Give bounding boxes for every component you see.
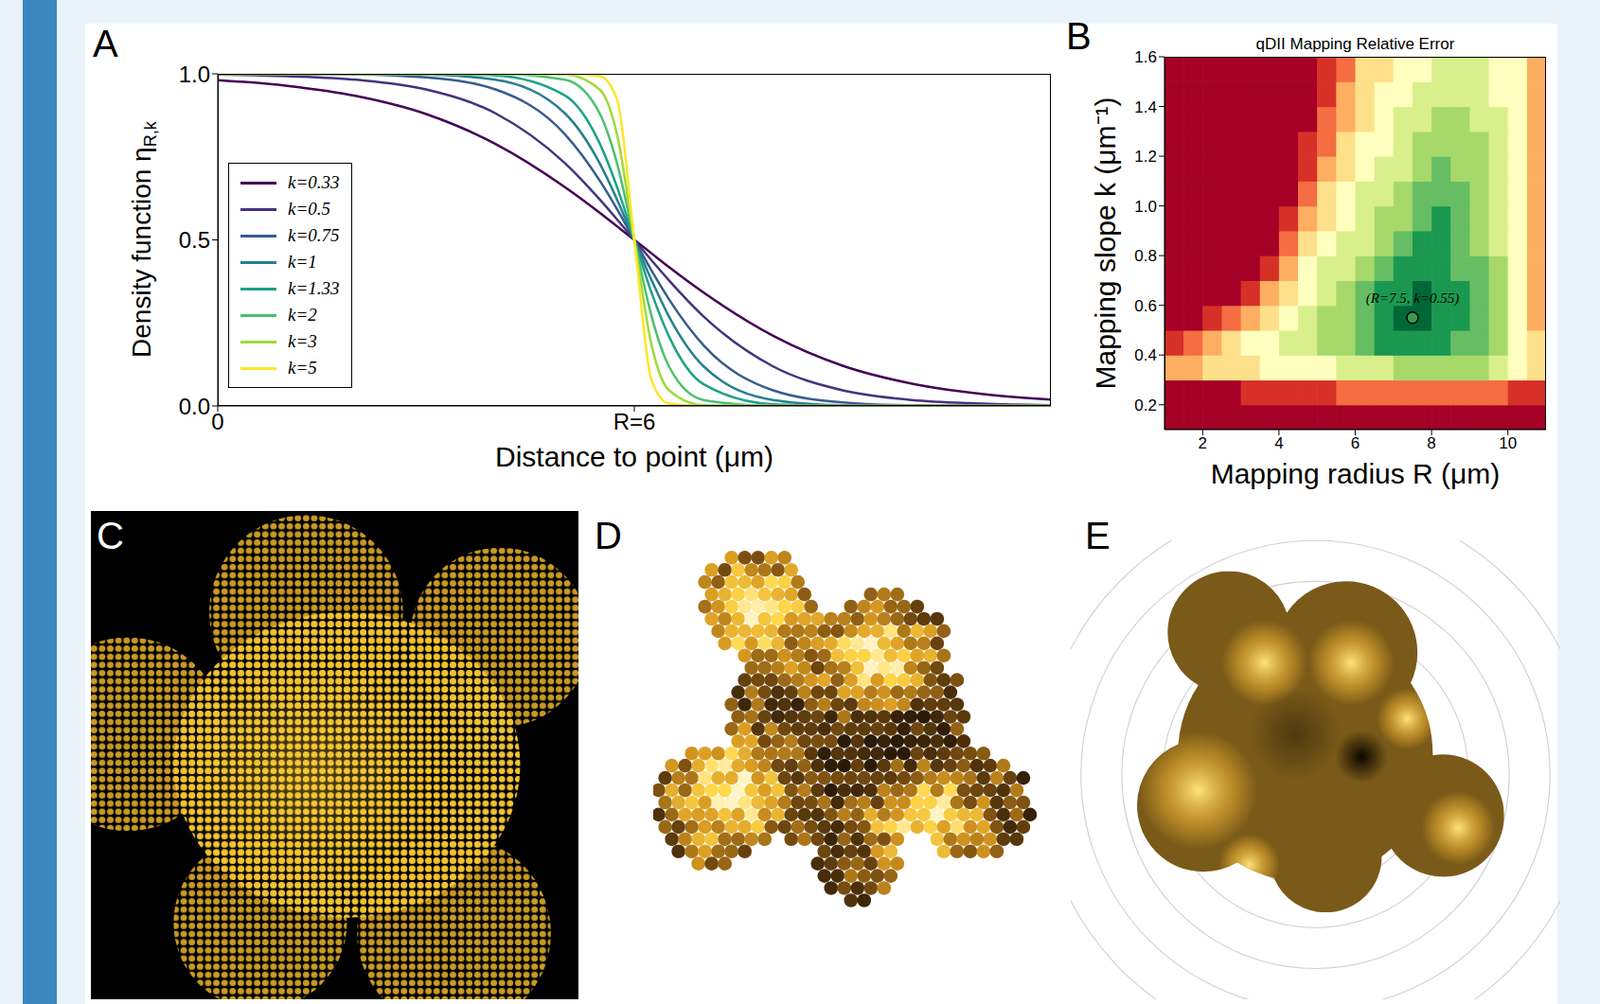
html-text:A: A bbox=[92, 22, 119, 65]
svg-text:4: 4 bbox=[1274, 434, 1283, 453]
svg-text:0.2: 0.2 bbox=[1134, 396, 1157, 415]
svg-text:0.8: 0.8 bbox=[1134, 247, 1157, 266]
svg-text:(R=7.5, k=0.55): (R=7.5, k=0.55) bbox=[1366, 290, 1460, 307]
html-text:k=0.33: k=0.33 bbox=[287, 172, 340, 193]
html-text:R,k: R,k bbox=[141, 121, 161, 148]
html-text:k=0.75: k=0.75 bbox=[287, 225, 340, 246]
html-text:k=1: k=1 bbox=[287, 251, 317, 272]
html-text:k=1.33: k=1.33 bbox=[287, 278, 340, 299]
html-text:E: E bbox=[1084, 515, 1111, 557]
svg-text:1.0: 1.0 bbox=[178, 61, 211, 88]
svg-text:0: 0 bbox=[211, 408, 224, 435]
svg-text:2: 2 bbox=[1198, 434, 1208, 453]
html-text:C: C bbox=[96, 515, 124, 557]
html-text:Mapping slope k (μm⁻¹): Mapping slope k (μm⁻¹) bbox=[1089, 97, 1121, 390]
svg-text:0.6: 0.6 bbox=[1134, 297, 1157, 316]
html-text:B: B bbox=[1066, 15, 1092, 57]
svg-text:8: 8 bbox=[1426, 434, 1436, 453]
svg-text:6: 6 bbox=[1351, 434, 1360, 453]
svg-text:1.0: 1.0 bbox=[1134, 197, 1157, 216]
svg-text:0.5: 0.5 bbox=[178, 227, 211, 253]
html-text:Density function η: Density function η bbox=[126, 147, 157, 358]
svg-text:0.0: 0.0 bbox=[178, 393, 211, 420]
svg-text:1.6: 1.6 bbox=[1134, 48, 1157, 67]
html-text:k=5: k=5 bbox=[287, 357, 317, 378]
html-text:k=2: k=2 bbox=[287, 304, 317, 325]
svg-text:1.4: 1.4 bbox=[1134, 98, 1157, 117]
html-text:k=0.5: k=0.5 bbox=[287, 198, 331, 219]
html-text:qDII Mapping Relative Error: qDII Mapping Relative Error bbox=[1255, 35, 1455, 54]
svg-text:1.2: 1.2 bbox=[1134, 147, 1157, 166]
svg-text:R=6: R=6 bbox=[613, 408, 657, 435]
html-text:Distance to point (μm): Distance to point (μm) bbox=[495, 441, 774, 473]
html-text:Mapping radius R (μm): Mapping radius R (μm) bbox=[1210, 458, 1501, 490]
svg-text:0.4: 0.4 bbox=[1134, 346, 1157, 365]
svg-text:10: 10 bbox=[1498, 434, 1517, 453]
html-text:k=3: k=3 bbox=[287, 331, 317, 352]
html-text:D: D bbox=[594, 515, 622, 557]
